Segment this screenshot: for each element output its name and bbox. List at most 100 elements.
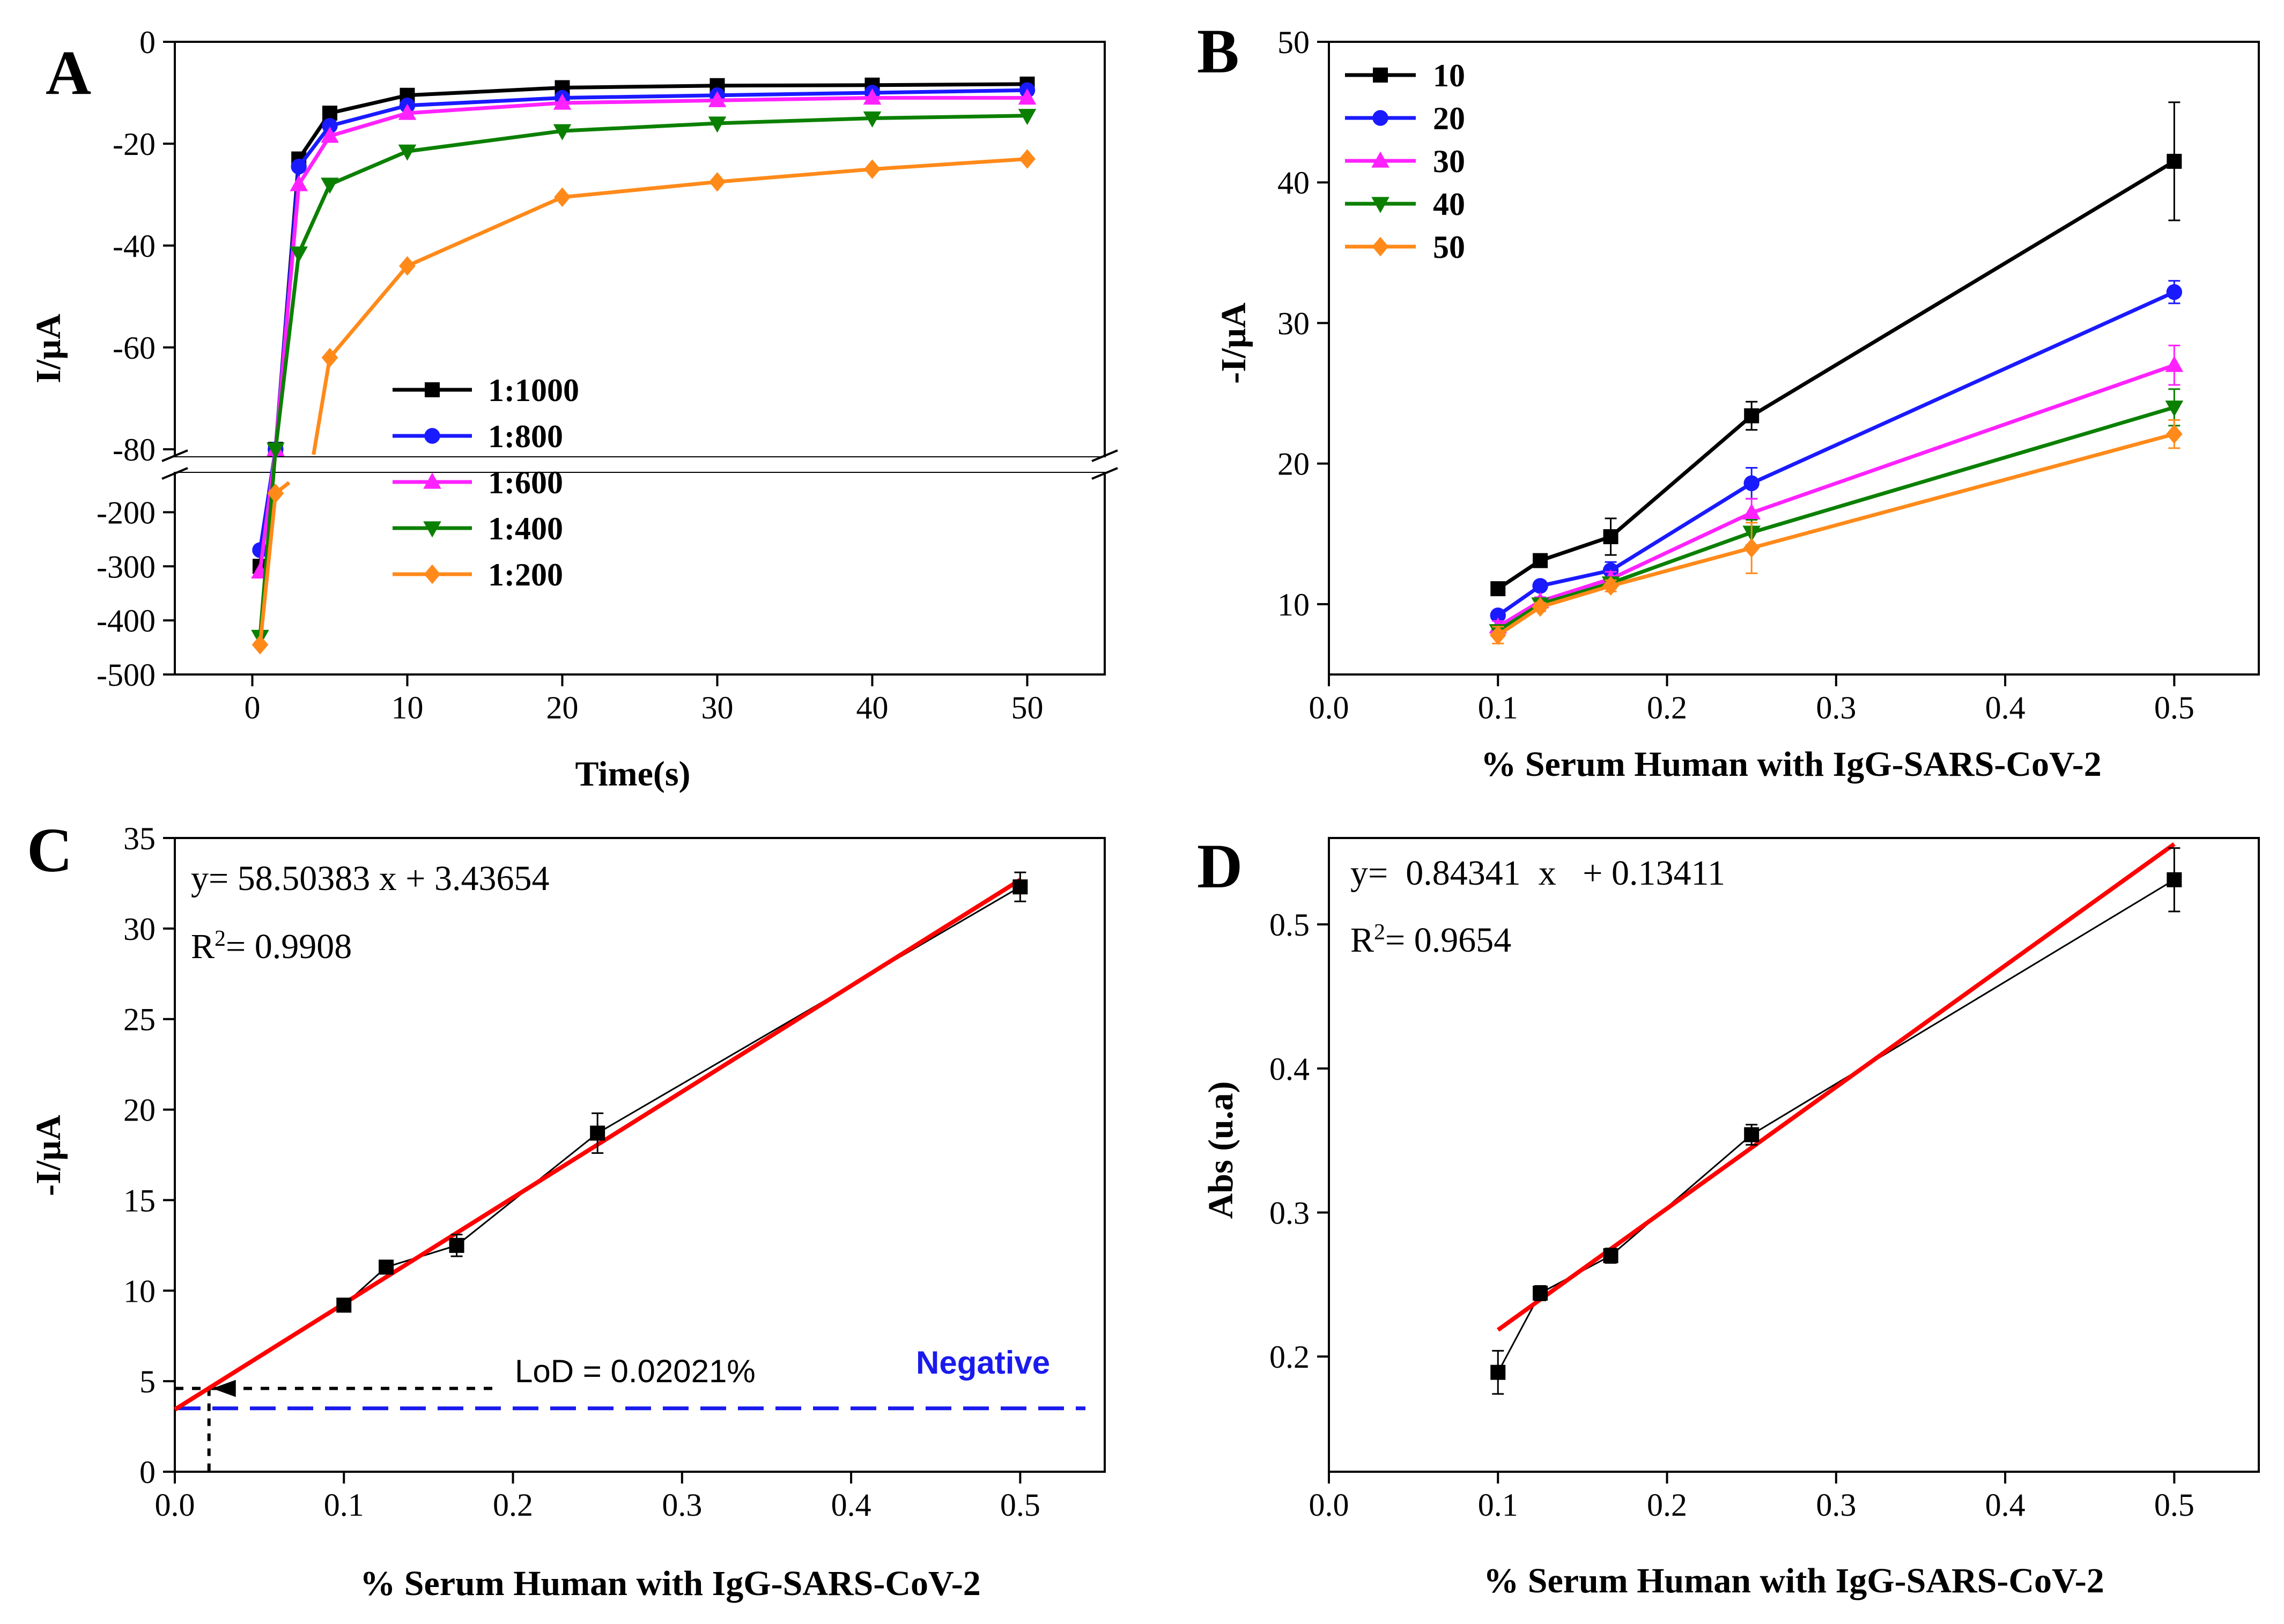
panel-d-frame [1328, 837, 2260, 1473]
panel-a-series-line [717, 116, 873, 125]
panel-b-data-point [1532, 597, 1549, 617]
panel-b-legend-label: 30 [1433, 144, 1465, 179]
panel-a-data-point [291, 159, 307, 175]
panel-c-y-tick-label: 35 [123, 821, 156, 856]
panel-a-data-point [398, 103, 417, 120]
panel-a-series-line [407, 101, 563, 115]
panel-c-y-tick-label: 10 [123, 1273, 156, 1309]
panel-b-data-point [1532, 578, 1548, 594]
panel-a-y-tick-label: -80 [113, 432, 156, 468]
panel-b-data-point [1743, 538, 1760, 558]
panel-a-legend-marker [423, 472, 441, 489]
panel-a-series-line [872, 157, 1028, 171]
panel-b-legend-marker [1371, 151, 1389, 168]
panel-a-series-line [562, 180, 718, 199]
panel-b-legend-label: 10 [1433, 58, 1465, 93]
panel-a-series-line [562, 98, 718, 105]
panel-c-x-tick-label: 0.5 [1000, 1487, 1040, 1523]
panel-a-legend-label: 1:200 [488, 557, 563, 592]
panel-a-data-point [1018, 88, 1037, 105]
panel-a-data-point [290, 246, 308, 263]
panel-d-x-tick-label: 0.5 [2154, 1487, 2194, 1523]
panel-b-x-tick-label: 0.5 [2154, 690, 2194, 725]
panel-b-data-point [1603, 529, 1618, 545]
panel-a-y-tick-label: -20 [113, 127, 156, 162]
panel-a-data-point [1018, 109, 1037, 125]
panel-b-legend-label: 20 [1433, 101, 1465, 136]
panel-a-data-point [252, 635, 269, 655]
panel-b-y-tick-label: 50 [1277, 25, 1310, 60]
panel-a-series-line [407, 129, 563, 153]
panel-b-x-tick-label: 0.1 [1478, 690, 1518, 725]
panel-c-negative-label: Negative [916, 1345, 1050, 1381]
panel-a-series-line [329, 150, 408, 187]
panel-b-y-tick-label: 10 [1277, 587, 1310, 622]
panel-b-legend-label: 40 [1433, 187, 1465, 222]
panel-d-x-axis-label: % Serum Human with IgG-SARS-CoV-2 [1483, 1561, 2104, 1600]
panel-d-x-tick-label: 0.4 [1985, 1487, 2026, 1523]
panel-a-x-axis-label: Time(s) [575, 754, 690, 794]
panel-d-x-tick-label: 0.0 [1309, 1487, 1349, 1523]
panel-a-series-line [297, 124, 331, 168]
panel-b-y-tick-label: 20 [1277, 447, 1310, 482]
panel-a-data-point [709, 172, 726, 192]
panel-a-series-line [717, 91, 873, 98]
panel-c-equation: y= 58.50383 x + 3.43654 [191, 859, 549, 898]
panel-c-data-point [1012, 879, 1028, 895]
panel-a-series-line [258, 493, 278, 645]
panel-d-data-point [1490, 1365, 1506, 1380]
panel-c-y-tick-label: 15 [123, 1183, 156, 1218]
panel-a-data-point [863, 111, 882, 128]
panel-b-x-tick-label: 0.4 [1985, 690, 2026, 725]
panel-c-x-axis-label: % Serum Human with IgG-SARS-CoV-2 [360, 1564, 981, 1603]
panel-d-x-tick-label: 0.2 [1647, 1487, 1687, 1523]
panel-a-series-line [406, 195, 563, 268]
panel-a-data-point [708, 91, 727, 107]
panel-a-series-line [562, 121, 718, 133]
panel-a-series-line [312, 357, 332, 455]
panel-a-chart: 0 10 20 30 40 50 0 -20 -40 -60 -80 -200 -300 -400 -500… [29, 25, 1121, 794]
panel-d-y-tick-label: 0.2 [1269, 1339, 1310, 1375]
panel-a-y-tick-label: -40 [113, 228, 156, 264]
panel-c-data-point [379, 1259, 394, 1275]
panel-a-data-point [267, 442, 285, 459]
panel-a-data-point [553, 93, 572, 110]
panel-c-y-tick-label: 30 [123, 911, 156, 947]
panel-d-equation: y= 0.84341 x + 0.13411 [1350, 854, 1725, 893]
axis-break-mark-right-2 [1091, 467, 1118, 480]
panel-a-data-point [863, 88, 882, 105]
panel-d-r-squared: R2= 0.9654 [1350, 920, 1511, 960]
panel-label-a: A [46, 38, 91, 108]
panel-a-series-line [329, 111, 408, 138]
panel-b-data-point [1490, 607, 1506, 624]
panel-a-series-line [872, 114, 1028, 120]
panel-c-chart: 0.0 0.1 0.2 0.3 0.4 0.5 0 5 10 15 20 25 30 35 y= 58.5… [29, 821, 1106, 1603]
panel-b-data-point [2167, 153, 2182, 169]
panel-b-data-point [1744, 408, 1760, 424]
panel-a-data-point [553, 124, 572, 140]
panel-a-data-point [321, 177, 339, 194]
panel-b-x-tick-label: 0.2 [1647, 690, 1687, 725]
panel-a-series-line [717, 83, 873, 88]
panel-b-data-point [2165, 355, 2184, 372]
panel-b-data-point [2165, 401, 2184, 417]
axis-break-mark-left-1 [161, 449, 188, 462]
panel-a-data-point [708, 116, 727, 133]
panel-a-y-tick-label: -200 [97, 495, 156, 530]
panel-d-data-point [1744, 1127, 1760, 1143]
panel-d-data-point [1533, 1285, 1548, 1301]
panel-a-series-line [562, 93, 718, 100]
panel-a-data-point [1019, 149, 1036, 169]
panel-a-legend-label: 1:1000 [488, 373, 579, 408]
panel-a-series-line [329, 93, 408, 115]
panel-label-b: B [1197, 16, 1239, 86]
panel-b-data-point [2165, 424, 2183, 444]
panel-c-x-tick-label: 0.0 [155, 1487, 195, 1523]
panel-c-x-tick-label: 0.2 [493, 1487, 533, 1523]
panel-a-legend-marker [424, 428, 440, 444]
panel-c-x-tick-label: 0.3 [662, 1487, 702, 1523]
panel-b-x-tick-label: 0.0 [1309, 690, 1349, 725]
panel-a-series-line [717, 96, 873, 102]
